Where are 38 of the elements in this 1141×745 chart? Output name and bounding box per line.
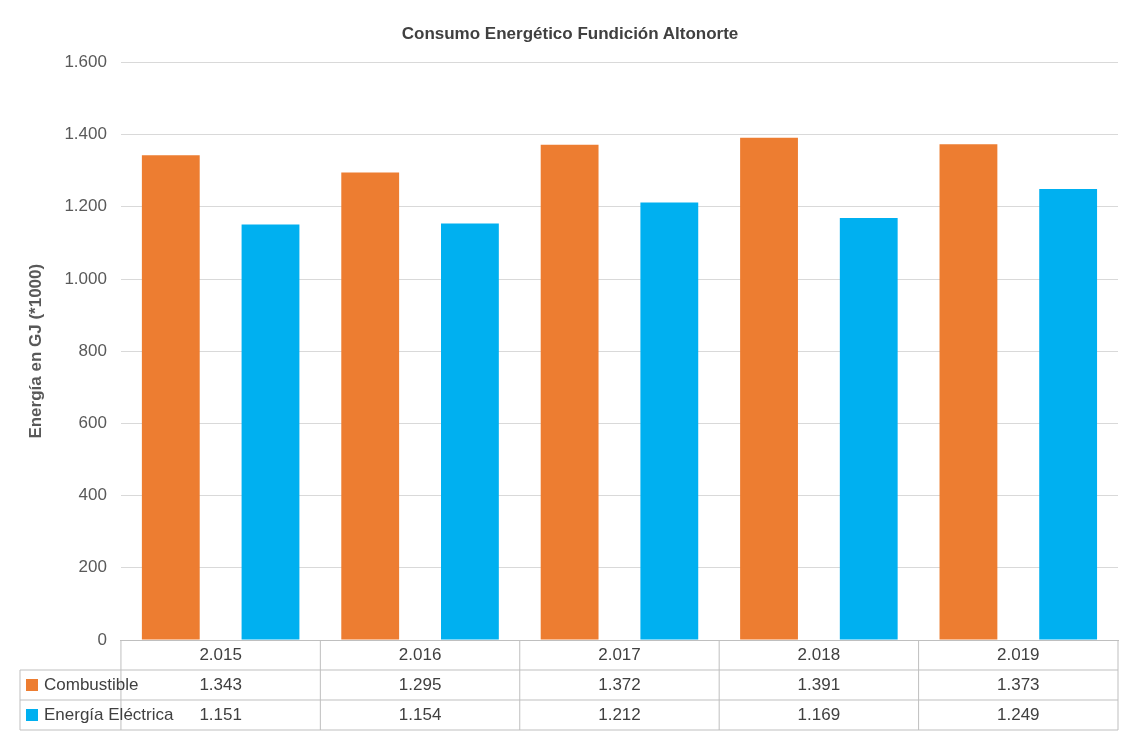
data-label: 1.154	[398, 704, 442, 724]
x-tick-label: 2.015	[199, 644, 242, 664]
bar	[441, 223, 499, 640]
data-label: 1.343	[199, 674, 242, 694]
y-tick-label: 1.200	[64, 196, 107, 216]
data-label: 1.249	[997, 704, 1040, 724]
y-tick-label: 400	[78, 485, 107, 505]
chart-title: Consumo Energético Fundición Altonorte	[401, 23, 739, 43]
legend-label: Combustible	[44, 674, 139, 694]
data-label: 1.373	[997, 674, 1040, 694]
y-tick-label: 200	[78, 557, 107, 577]
bar	[740, 137, 798, 640]
bar	[141, 155, 200, 640]
x-tick-label: 2.016	[398, 644, 442, 664]
bar	[540, 144, 599, 640]
bar	[939, 144, 998, 640]
legend-label: Energía Eléctrica	[44, 704, 174, 724]
data-label: 1.295	[398, 674, 442, 694]
bar	[241, 224, 300, 640]
y-tick-label: 1.600	[64, 52, 107, 72]
y-tick-label: 1.000	[64, 268, 107, 288]
bar	[640, 202, 699, 640]
data-label: 1.151	[199, 704, 242, 724]
x-tick-label: 2.018	[797, 644, 841, 664]
bar	[341, 172, 400, 640]
data-label: 1.372	[598, 674, 641, 694]
y-tick-label: 0	[97, 629, 107, 649]
x-tick-label: 2.017	[598, 644, 641, 664]
x-tick-label: 2.019	[997, 644, 1040, 664]
data-label: 1.169	[797, 704, 841, 724]
data-label: 1.391	[797, 674, 841, 694]
y-tick-label: 600	[78, 413, 107, 433]
y-axis-title: Energía en GJ (*1000)	[25, 263, 45, 439]
bar	[839, 217, 898, 640]
data-label: 1.212	[598, 704, 641, 724]
bar	[1039, 189, 1098, 640]
y-tick-label: 1.400	[64, 124, 107, 144]
y-tick-label: 800	[78, 340, 107, 360]
